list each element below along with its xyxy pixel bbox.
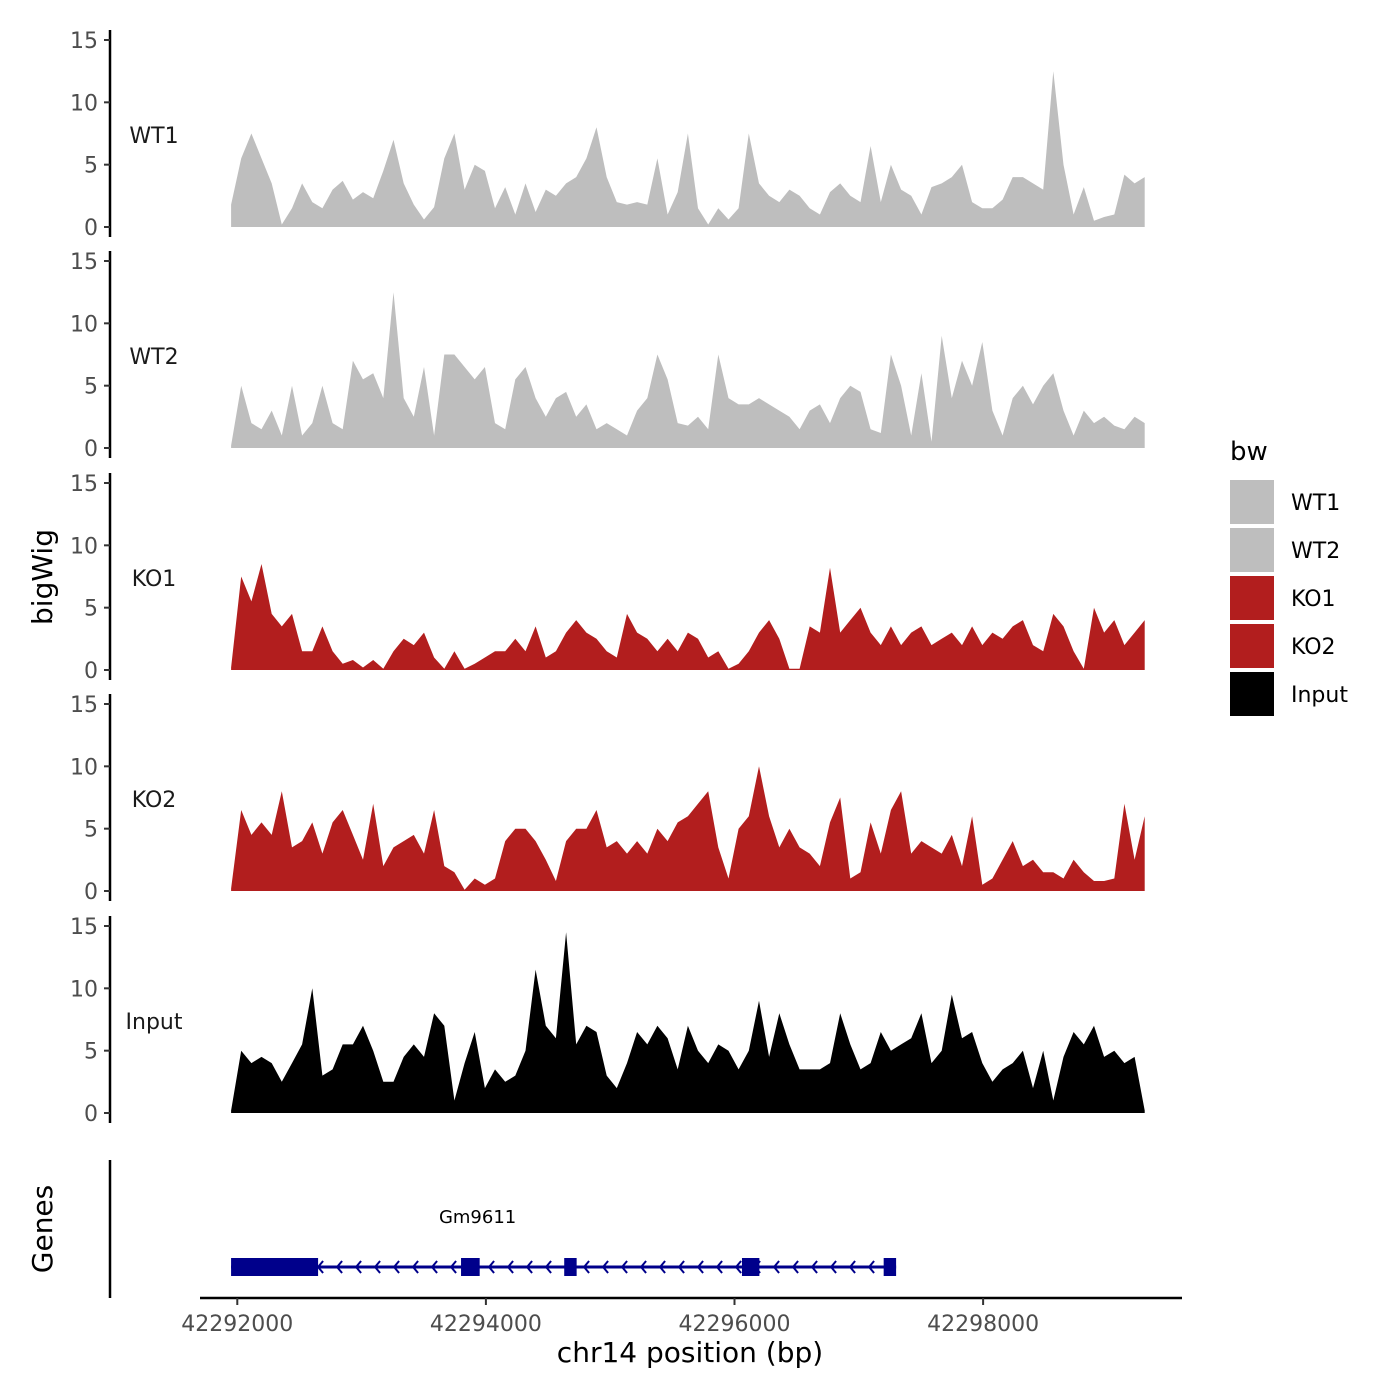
y-tick-label: 5 xyxy=(84,818,98,843)
signal-area-ko1 xyxy=(231,564,1145,670)
track-wt1: 0 5 10 15 WT1 xyxy=(70,29,1145,241)
gene-label: Gm9611 xyxy=(439,1207,516,1228)
y-tick-label: 0 xyxy=(84,1102,98,1127)
strand-arrow xyxy=(848,1260,856,1274)
strand-arrow xyxy=(582,1260,590,1274)
signal-area-wt1 xyxy=(231,71,1145,227)
x-tick-label: 42294000 xyxy=(430,1312,542,1337)
legend-swatch-ko2 xyxy=(1230,624,1274,668)
track-ko1: 0 5 10 15 KO1 xyxy=(70,472,1145,684)
strand-arrow xyxy=(544,1260,552,1274)
legend: bw WT1 WT2 KO1 KO2 Input xyxy=(1230,437,1348,716)
y-tick-label: 0 xyxy=(84,216,98,241)
y-tick-label: 10 xyxy=(70,91,98,116)
signal-area-input xyxy=(231,932,1145,1113)
strand-arrow xyxy=(487,1260,495,1274)
legend-title: bw xyxy=(1230,437,1268,467)
track-input: 0 5 10 15 Input xyxy=(70,915,1145,1127)
legend-swatch-input xyxy=(1230,672,1274,716)
y-tick-label: 0 xyxy=(84,659,98,684)
strand-arrow xyxy=(829,1260,837,1274)
track-label: WT2 xyxy=(129,345,178,370)
strand-arrow xyxy=(791,1260,799,1274)
exon xyxy=(883,1258,897,1276)
y-tick-label: 10 xyxy=(70,977,98,1002)
legend-swatch-wt2 xyxy=(1230,528,1274,572)
strand-arrow xyxy=(354,1260,362,1274)
track-label: KO2 xyxy=(132,788,177,813)
strand-arrow xyxy=(430,1260,438,1274)
legend-label-wt2: WT2 xyxy=(1291,539,1340,564)
strand-arrow xyxy=(392,1260,400,1274)
strand-arrow xyxy=(639,1260,647,1274)
x-tick-label: 42296000 xyxy=(679,1312,791,1337)
y-tick-label: 5 xyxy=(84,375,98,400)
strand-arrow xyxy=(715,1260,723,1274)
signal-area-ko2 xyxy=(231,766,1145,891)
legend-label-wt1: WT1 xyxy=(1291,491,1340,516)
strand-arrow xyxy=(411,1260,419,1274)
track-label: Input xyxy=(126,1010,183,1035)
y-tick-label: 15 xyxy=(70,915,98,940)
x-axis-title: chr14 position (bp) xyxy=(557,1336,823,1369)
strand-arrow xyxy=(677,1260,685,1274)
strand-arrow xyxy=(449,1260,457,1274)
strand-arrow xyxy=(620,1260,628,1274)
track-ko2: 0 5 10 15 KO2 xyxy=(70,693,1145,905)
y-tick-label: 10 xyxy=(70,312,98,337)
y-tick-label: 0 xyxy=(84,880,98,905)
legend-swatch-wt1 xyxy=(1230,480,1274,524)
exon xyxy=(231,1258,319,1276)
track-label: WT1 xyxy=(129,124,178,149)
x-axis: 42292000 42294000 42296000 42298000 xyxy=(181,1296,1182,1337)
strand-arrow xyxy=(772,1260,780,1274)
strand-arrow xyxy=(601,1260,609,1274)
legend-swatch-ko1 xyxy=(1230,576,1274,620)
track-panels: 0 5 10 15 WT1 0 5 10 15 WT2 0 5 10 15 KO1 0 5 10 15 KO2 0 5 10… xyxy=(70,29,1145,1127)
strand-arrow xyxy=(373,1260,381,1274)
strand-arrow xyxy=(867,1260,875,1274)
y-tick-label: 5 xyxy=(84,1040,98,1065)
y-tick-label: 5 xyxy=(84,154,98,179)
x-tick-label: 42292000 xyxy=(181,1312,293,1337)
y-tick-label: 10 xyxy=(70,755,98,780)
gene-track-panel: Gm9611 xyxy=(108,1160,897,1298)
genes-axis-title: Genes xyxy=(26,1185,59,1273)
exon xyxy=(741,1258,760,1276)
track-wt2: 0 5 10 15 WT2 xyxy=(70,250,1145,462)
y-tick-label: 0 xyxy=(84,437,98,462)
strand-arrow xyxy=(506,1260,514,1274)
strand-arrow xyxy=(810,1260,818,1274)
y-tick-label: 15 xyxy=(70,472,98,497)
strand-arrow xyxy=(696,1260,704,1274)
legend-label-input: Input xyxy=(1291,683,1348,708)
strand-arrow xyxy=(525,1260,533,1274)
y-axis-title: bigWig xyxy=(26,529,59,625)
legend-label-ko1: KO1 xyxy=(1291,587,1336,612)
signal-area-wt2 xyxy=(231,292,1145,448)
strand-arrow xyxy=(335,1260,343,1274)
strand-arrow xyxy=(734,1260,742,1274)
track-label: KO1 xyxy=(132,567,177,592)
strand-arrow xyxy=(658,1260,666,1274)
y-tick-label: 10 xyxy=(70,534,98,559)
exon xyxy=(461,1258,480,1276)
y-tick-label: 15 xyxy=(70,29,98,54)
y-tick-label: 5 xyxy=(84,597,98,622)
x-tick-label: 42298000 xyxy=(927,1312,1039,1337)
legend-label-ko2: KO2 xyxy=(1291,635,1336,660)
exon xyxy=(564,1258,577,1276)
y-tick-label: 15 xyxy=(70,693,98,718)
y-tick-label: 15 xyxy=(70,250,98,275)
